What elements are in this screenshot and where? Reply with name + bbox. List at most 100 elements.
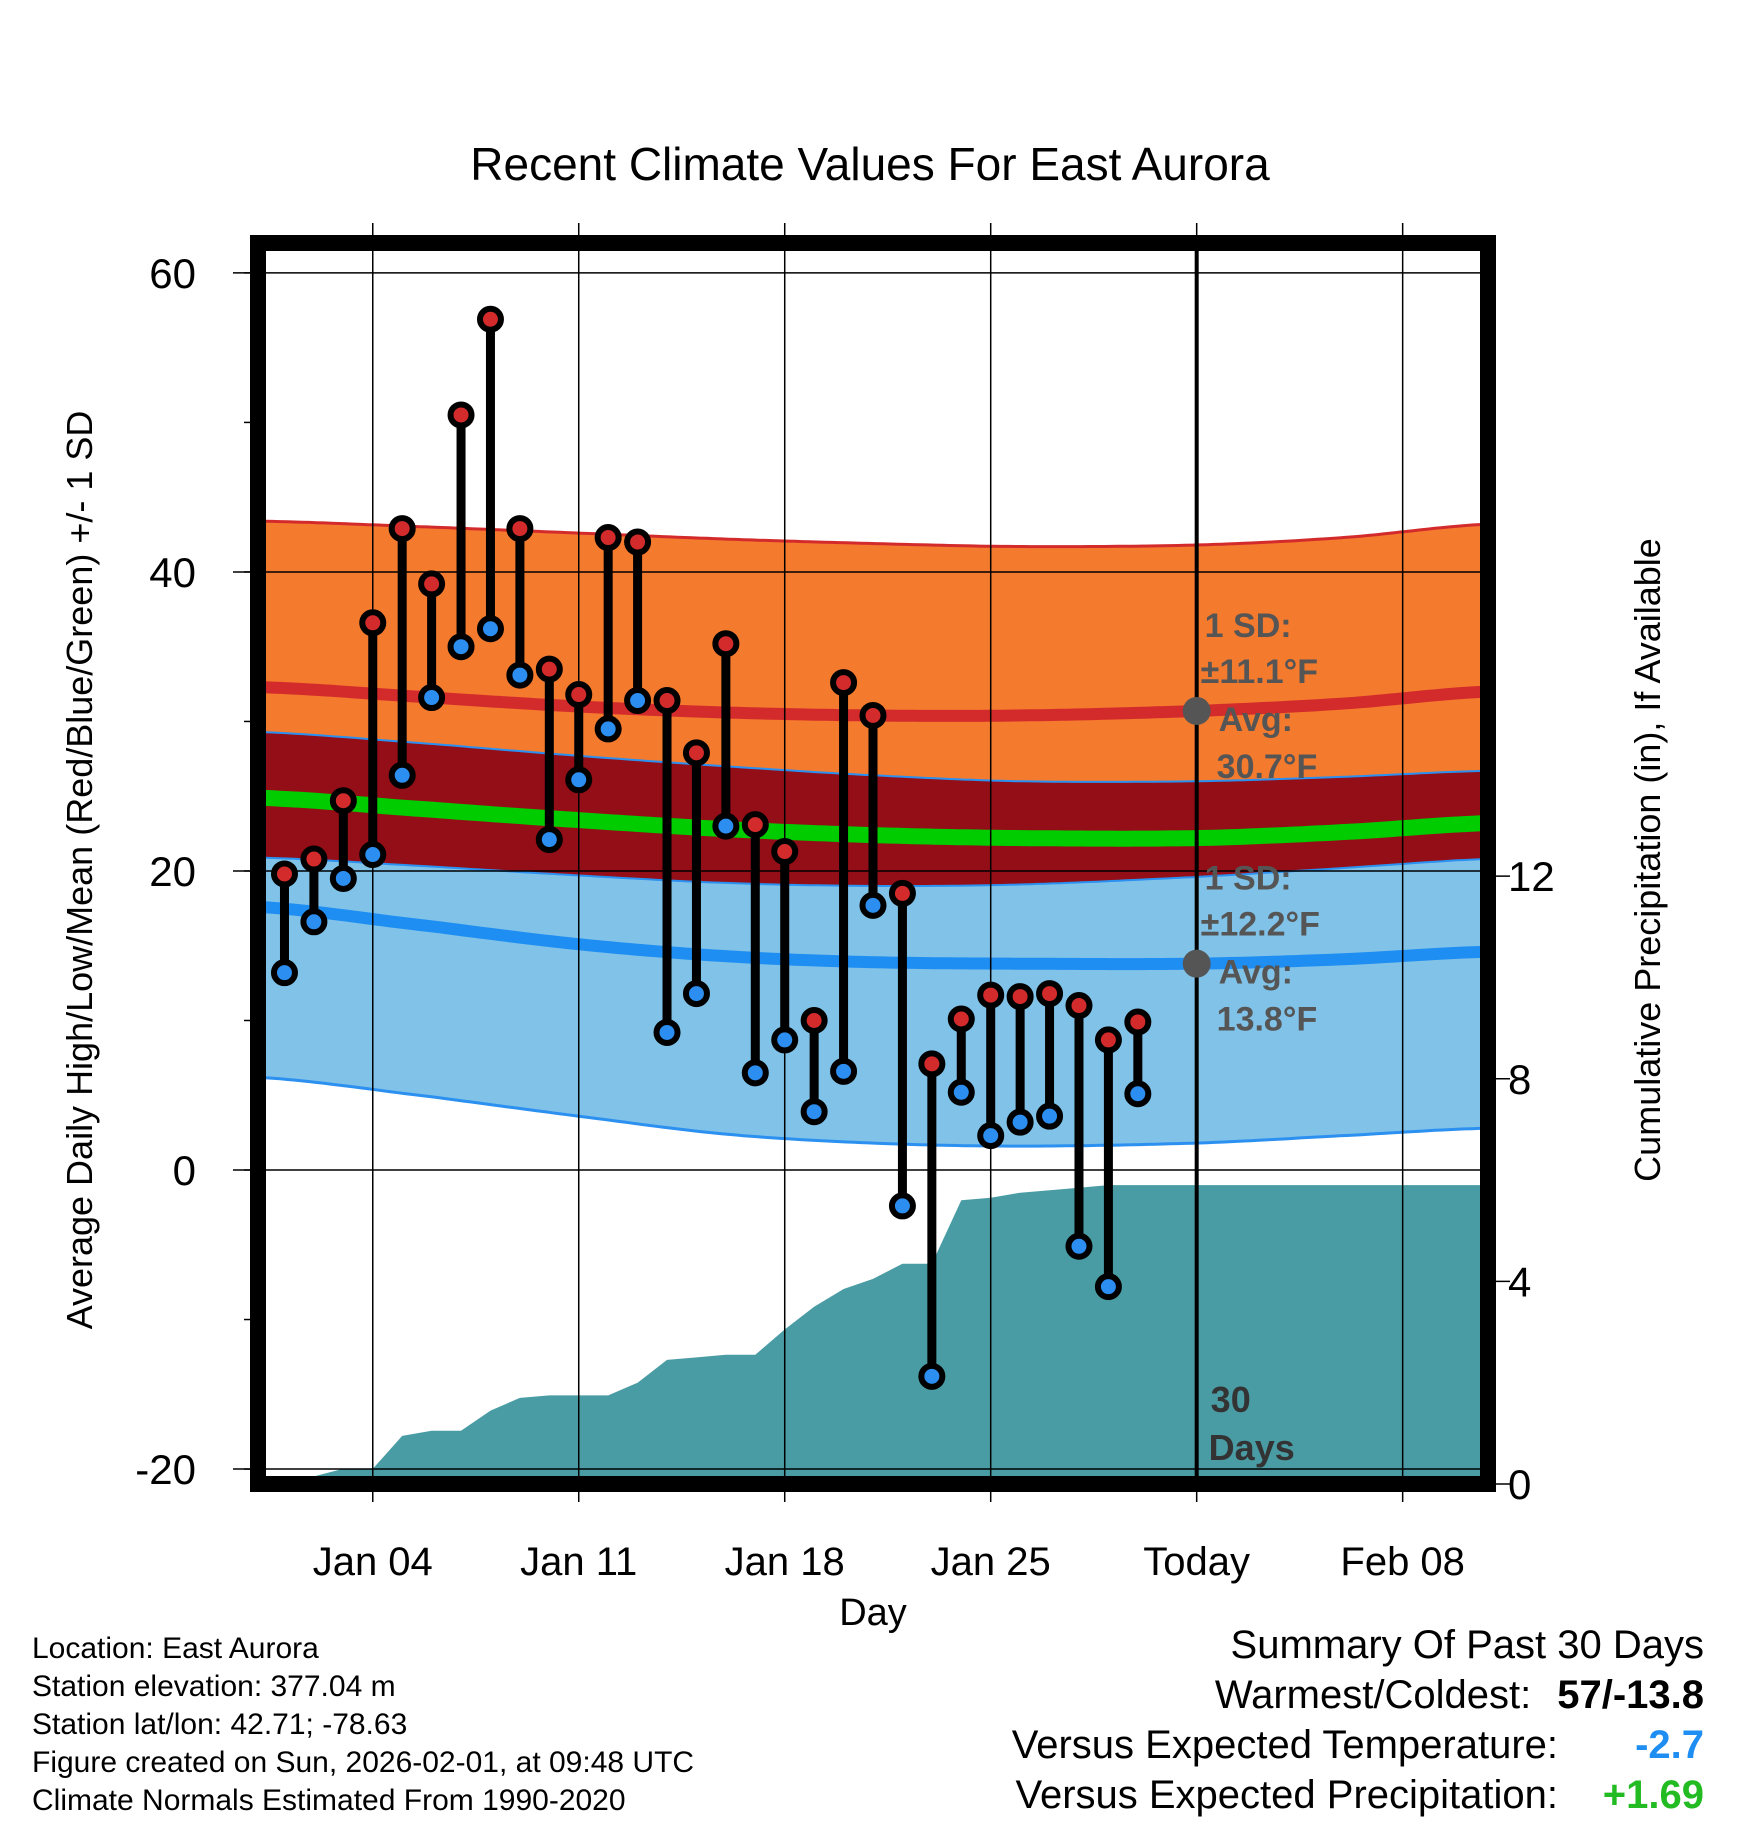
low-avg-label: Avg: [1219,954,1293,992]
high-avg-value: 30.7°F [1217,748,1318,786]
y-axis-label: Average Daily High/Low/Mean (Red/Blue/Gr… [59,411,100,1330]
x-tick-label: Today [1143,1540,1250,1584]
high-point [1006,983,1034,1011]
low-point [624,687,652,715]
high-point [1036,980,1064,1008]
high-point [535,655,563,683]
high-avg-marker [1182,696,1211,725]
low-point [300,908,328,936]
info-created: Figure created on Sun, 2026-02-01, at 09… [32,1746,695,1779]
precip-area [258,1185,1488,1484]
y-tick-label: -20 [135,1446,196,1493]
low-avg-marker [1182,949,1211,978]
low-point [741,1059,769,1087]
low-point [1094,1273,1122,1301]
plot-area: 1 SD: ±11.1°F Avg: 30.7°F 1 SD: ±12.2°F Avg: 13… [135,223,1555,1584]
y-tick-label: 60 [149,250,196,297]
station-info: Location: East Aurora Station elevation:… [32,1630,694,1820]
summary-panel: Summary Of Past 30 Days Warmest/Coldest:… [1012,1620,1704,1820]
high-point [388,515,416,543]
y2-tick-label: 4 [1508,1258,1531,1305]
low-point [859,891,887,919]
low-point [771,1026,799,1054]
low-point [506,661,534,689]
high-point [653,687,681,715]
high-avg-label: Avg: [1219,701,1293,739]
high-point [1124,1008,1152,1036]
precip-value: +1.69 [1602,1773,1704,1817]
low-sd-lower-line [257,1075,1489,1148]
high-point [624,528,652,556]
precip-label: Versus Expected Precipitation: [1015,1773,1558,1817]
low-point [565,766,593,794]
low-point [1036,1102,1064,1130]
high-point [594,524,622,552]
low-point [418,684,446,712]
high-point [506,515,534,543]
high-point [565,681,593,709]
x-tick-label: Jan 04 [313,1540,433,1584]
y2-tick-label: 0 [1508,1461,1531,1508]
summary-heading: Summary Of Past 30 Days [1230,1623,1704,1667]
x-tick-label: Jan 25 [931,1540,1051,1584]
low-avg-line [257,900,1489,971]
y2-tick-label: 12 [1508,853,1555,900]
high-point [418,570,446,598]
high-point [712,630,740,658]
low-point [388,761,416,789]
summary-temp: Versus Expected Temperature: -2.7 [1012,1720,1704,1770]
high-point [888,879,916,907]
high-point [800,1006,828,1034]
info-elevation: Station elevation: 377.04 m [32,1670,396,1703]
low-point [476,615,504,643]
info-latlon: Station lat/lon: 42.71; -78.63 [32,1708,408,1741]
low-sd-band [258,857,1488,1147]
info-location: Location: East Aurora [32,1632,319,1665]
low-point [888,1192,916,1220]
high-point [476,305,504,333]
high-point [359,609,387,637]
low-point [918,1362,946,1390]
low-point [653,1018,681,1046]
high-point [682,739,710,767]
low-point [712,812,740,840]
low-point [800,1098,828,1126]
low-avg-value: 13.8°F [1217,1001,1318,1039]
high-point [918,1050,946,1078]
low-point [830,1057,858,1085]
y-tick-label: 20 [149,848,196,895]
high-point [447,401,475,429]
temp-label: Versus Expected Temperature: [1011,1723,1558,1767]
summary-warm-cold: Warmest/Coldest: 57/-13.8 [1012,1670,1704,1720]
low-point [947,1078,975,1106]
warm-cold-label: Warmest/Coldest: [1214,1673,1532,1717]
y2-axis-label: Cumulative Precipitation (in), If Availa… [1627,538,1668,1182]
y-tick-label: 40 [149,549,196,596]
low-point [270,959,298,987]
y2-tick-label: 8 [1508,1056,1531,1103]
summary-precip: Versus Expected Precipitation: +1.69 [1012,1770,1704,1820]
high-point [270,860,298,888]
high-point [977,981,1005,1009]
x-tick-label: Jan 18 [725,1540,845,1584]
chart-title: Recent Climate Values For East Aurora [470,138,1270,190]
warm-cold-value: 57/-13.8 [1557,1673,1704,1717]
x-tick-label: Feb 08 [1340,1540,1465,1584]
low-point [977,1122,1005,1150]
low-point [359,841,387,869]
low-point [682,980,710,1008]
temp-value: -2.7 [1635,1723,1704,1767]
low-sd-value: ±12.2°F [1201,906,1320,944]
low-point [594,715,622,743]
high-point [329,787,357,815]
high-point [1065,992,1093,1020]
high-point [741,811,769,839]
high-point [859,701,887,729]
low-sd-label: 1 SD: [1205,860,1292,898]
x-axis-label: Day [839,1592,907,1634]
high-point [947,1005,975,1033]
high-point [300,845,328,873]
y-tick-label: 0 [173,1147,196,1194]
plot-frame [250,235,1496,1492]
